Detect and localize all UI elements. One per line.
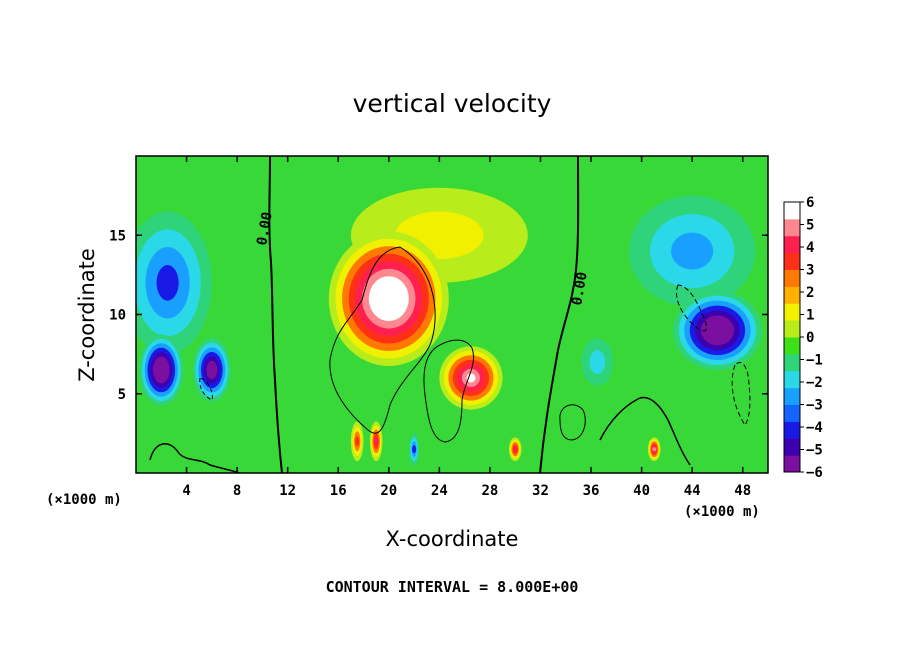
y-axis-ticks: 5 10 15 (109, 228, 768, 403)
field-feature (673, 290, 762, 370)
contour-label-left: 0.00 (254, 211, 276, 247)
colorbar-segment (784, 320, 800, 338)
colorbar-segment (784, 303, 800, 321)
field-feature (369, 421, 383, 462)
field-feature (628, 195, 756, 307)
x-unit-note-left: (×1000 m) (46, 492, 122, 508)
colorbar-segment (784, 438, 800, 456)
field-shell (209, 365, 215, 375)
colorbar-segment (784, 218, 800, 237)
colorbar-label: 6 (806, 195, 814, 211)
field-shell (513, 446, 518, 452)
x-axis-ticks: 4 8 12 16 20 24 28 32 36 40 44 48 (182, 156, 751, 499)
x-unit-note-right: (×1000 m) (684, 504, 760, 520)
zero-contour-right (539, 155, 580, 474)
colorbar-segment (784, 370, 800, 389)
x-tick-label: 20 (380, 483, 397, 499)
colorbar-label: 0 (806, 330, 814, 346)
negative-contour-right-low (731, 362, 751, 426)
x-tick-label: 44 (684, 483, 701, 499)
contour-lines: 0.00 0.00 (149, 155, 751, 474)
x-tick-label: 32 (532, 483, 549, 499)
colorbar-label: 3 (806, 263, 814, 279)
colorbar-label: 2 (806, 285, 814, 301)
field-shell (412, 445, 417, 454)
plot-area: 0.00 0.00 (135, 155, 769, 474)
colorbar-label: −5 (806, 443, 823, 459)
y-tick-label: 15 (109, 228, 126, 244)
velocity-field (136, 187, 762, 466)
x-tick-label: 4 (182, 483, 190, 499)
field-feature (328, 231, 449, 367)
field-feature (409, 433, 420, 466)
x-tick-label: 40 (633, 483, 650, 499)
field-feature (350, 421, 364, 462)
colorbar-segment (784, 235, 800, 254)
contour-interval-note: CONTOUR INTERVAL = 8.000E+00 (326, 578, 579, 596)
field-feature (136, 211, 212, 355)
field-shell (374, 437, 379, 446)
colorbar-segment (784, 286, 800, 304)
colorbar-segment (784, 387, 800, 405)
y-tick-label: 10 (109, 308, 126, 324)
field-feature (508, 437, 522, 462)
x-tick-label: 24 (431, 483, 448, 499)
x-tick-label: 48 (734, 483, 751, 499)
low-contour-left (149, 443, 241, 474)
negative-contour-right (676, 284, 707, 332)
zero-contour-left (268, 155, 283, 474)
colorbar-segment (784, 337, 800, 355)
colorbar-label: 1 (806, 308, 814, 324)
colorbar-label: −4 (806, 420, 823, 436)
field-shell (466, 373, 476, 383)
field-feature (139, 334, 184, 406)
colorbar-label: −6 (806, 465, 823, 481)
negative-contour-left (199, 377, 213, 401)
colorbar-segment (784, 269, 800, 287)
colorbar-label: −3 (806, 398, 823, 414)
field-shell (589, 350, 606, 374)
colorbar-label: 5 (806, 218, 814, 234)
field-shell (711, 325, 723, 336)
x-axis-label: X-coordinate (386, 527, 519, 551)
field-shell (156, 264, 179, 301)
colorbar-segment (784, 202, 800, 220)
x-tick-label: 36 (583, 483, 600, 499)
colorbar-label: −1 (806, 353, 823, 369)
colorbar-segment (784, 252, 800, 270)
chart-title: vertical velocity (353, 89, 552, 118)
x-tick-label: 28 (481, 483, 498, 499)
field-feature (581, 338, 614, 386)
field-shell (355, 436, 360, 447)
colorbar-segment (784, 353, 800, 372)
small-contour-loop (559, 404, 586, 441)
y-axis-label: Z-coordinate (75, 248, 99, 382)
y-tick-label: 5 (118, 387, 126, 403)
low-contour-right (599, 396, 691, 466)
field-shell (158, 365, 165, 375)
x-tick-label: 12 (279, 483, 296, 499)
positive-contour-core (329, 246, 436, 434)
colorbar-label: −2 (806, 375, 823, 391)
x-tick-label: 8 (233, 483, 241, 499)
colorbar-segment (784, 421, 800, 439)
colorbar-label: 4 (806, 240, 814, 256)
colorbar-segment (784, 404, 800, 422)
field-feature (647, 437, 661, 462)
field-feature (439, 346, 503, 410)
positive-contour-secondary (423, 339, 474, 443)
colorbar: 6 5 4 3 2 1 0 −1 −2 −3 −4 −5 −6 (783, 195, 823, 481)
field-shell (671, 232, 714, 270)
field-shell (652, 447, 657, 452)
field-shell (382, 291, 396, 307)
x-tick-label: 16 (330, 483, 347, 499)
field-feature (192, 338, 231, 402)
contour-label-right: 0.00 (569, 271, 591, 307)
colorbar-segment (784, 455, 800, 473)
